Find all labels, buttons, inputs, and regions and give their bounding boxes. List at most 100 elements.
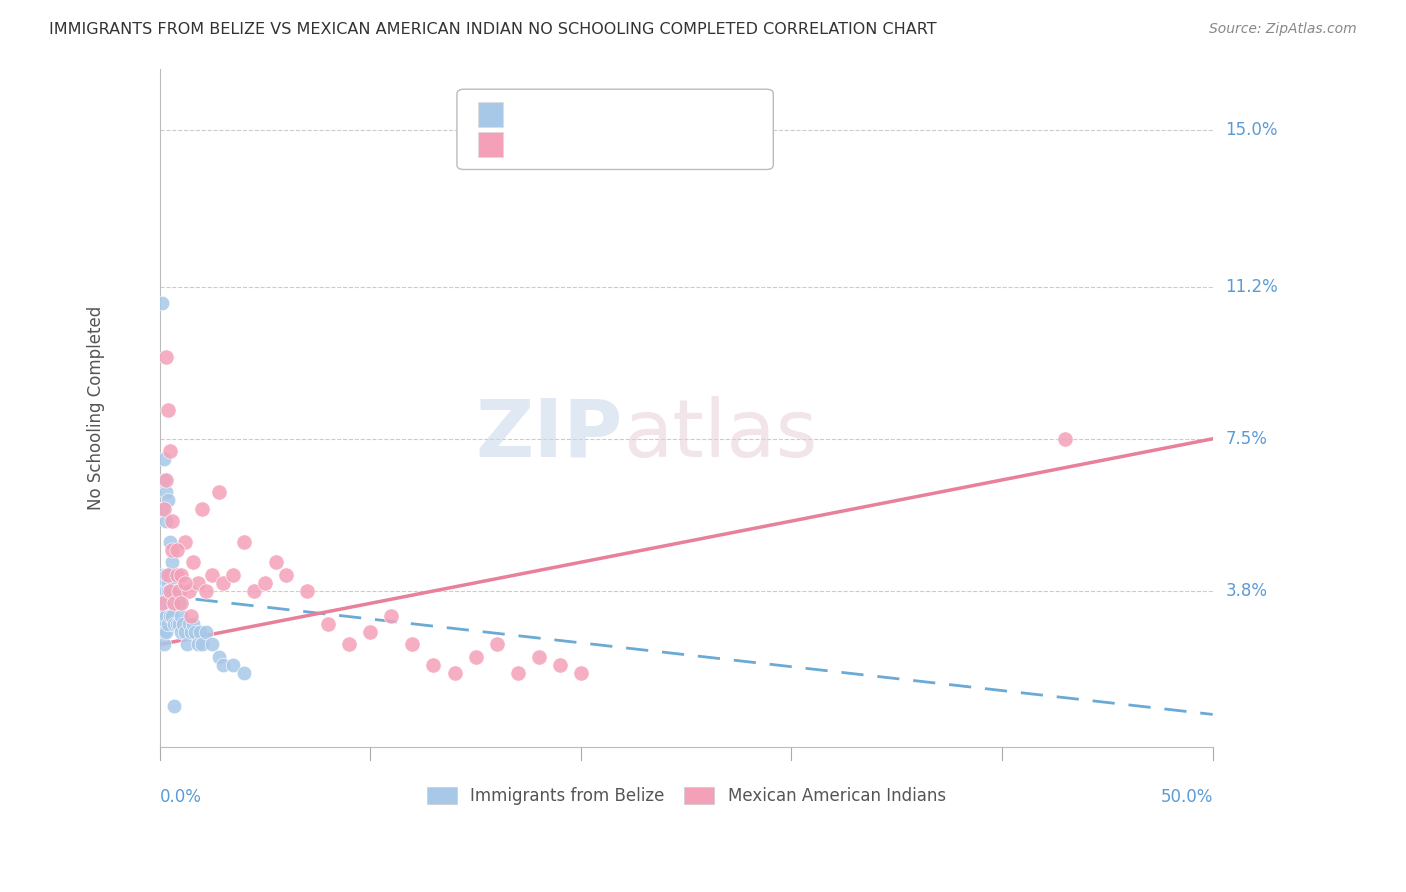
Point	[150, 592, 173, 607]
Point	[163, 575, 186, 590]
Point	[174, 625, 197, 640]
Point	[159, 584, 181, 599]
Point	[155, 485, 177, 500]
Point	[150, 296, 173, 310]
Text: 68: 68	[647, 106, 669, 124]
Text: N =: N =	[613, 106, 650, 124]
Point	[243, 584, 266, 599]
Point	[159, 596, 181, 610]
Point	[188, 625, 211, 640]
Point	[170, 567, 193, 582]
Point	[170, 608, 193, 623]
Point	[150, 596, 173, 610]
Text: N =: N =	[613, 136, 650, 154]
Point	[157, 616, 180, 631]
Point	[208, 649, 231, 664]
Point	[506, 666, 529, 681]
Text: ZIP: ZIP	[475, 396, 623, 474]
Point	[150, 567, 173, 582]
Point	[183, 555, 205, 569]
Point	[380, 608, 402, 623]
Point	[191, 501, 214, 516]
Point	[150, 596, 173, 610]
Point	[166, 567, 188, 582]
Point	[208, 485, 231, 500]
Point	[159, 608, 181, 623]
Point	[163, 699, 186, 714]
Point	[162, 608, 184, 623]
Point	[155, 567, 177, 582]
Point	[167, 596, 190, 610]
Point	[201, 567, 224, 582]
Point	[180, 625, 202, 640]
Point	[569, 666, 592, 681]
Point	[195, 584, 218, 599]
Point	[337, 638, 360, 652]
Point	[167, 584, 190, 599]
Text: 7.5%: 7.5%	[1226, 430, 1267, 448]
Point	[170, 625, 193, 640]
Point	[187, 638, 209, 652]
Point	[195, 625, 218, 640]
Text: 50.0%: 50.0%	[1160, 789, 1213, 806]
Point	[166, 584, 188, 599]
Point	[166, 596, 188, 610]
Point	[159, 444, 181, 458]
Point	[153, 452, 176, 467]
Point	[153, 473, 176, 487]
Text: 0.266: 0.266	[551, 136, 603, 154]
Point	[150, 584, 173, 599]
Point	[232, 666, 254, 681]
Point	[183, 616, 205, 631]
Point	[174, 575, 197, 590]
Point	[422, 658, 444, 673]
Point	[166, 542, 188, 557]
Point	[184, 625, 207, 640]
Point	[274, 567, 297, 582]
Point	[162, 584, 184, 599]
Text: 48: 48	[647, 136, 669, 154]
Point	[167, 616, 190, 631]
Point	[157, 584, 180, 599]
Text: Source: ZipAtlas.com: Source: ZipAtlas.com	[1209, 22, 1357, 37]
Point	[548, 658, 571, 673]
Point	[153, 625, 176, 640]
Point	[1054, 432, 1077, 446]
Text: -0.035: -0.035	[551, 106, 610, 124]
Point	[155, 514, 177, 528]
Point	[153, 638, 176, 652]
Text: atlas: atlas	[623, 396, 817, 474]
Point	[157, 575, 180, 590]
Point	[176, 638, 198, 652]
Point	[443, 666, 465, 681]
Point	[201, 638, 224, 652]
Point	[180, 608, 202, 623]
Point	[232, 534, 254, 549]
Text: R =: R =	[512, 136, 548, 154]
Point	[155, 608, 177, 623]
Point	[170, 596, 193, 610]
Point	[157, 596, 180, 610]
Text: No Schooling Completed: No Schooling Completed	[87, 306, 105, 510]
Point	[150, 575, 173, 590]
Point	[159, 534, 181, 549]
Point	[179, 584, 201, 599]
Point	[155, 584, 177, 599]
Point	[253, 575, 276, 590]
Point	[155, 596, 177, 610]
Point	[172, 616, 194, 631]
Text: R =: R =	[512, 106, 548, 124]
Point	[187, 575, 209, 590]
Point	[157, 493, 180, 508]
Point	[179, 616, 201, 631]
Point	[153, 605, 176, 619]
Point	[162, 555, 184, 569]
Point	[153, 575, 176, 590]
Point	[159, 567, 181, 582]
Text: IMMIGRANTS FROM BELIZE VS MEXICAN AMERICAN INDIAN NO SCHOOLING COMPLETED CORRELA: IMMIGRANTS FROM BELIZE VS MEXICAN AMERIC…	[49, 22, 936, 37]
Point	[153, 616, 176, 631]
Point	[401, 638, 423, 652]
Point	[485, 638, 508, 652]
Point	[166, 616, 188, 631]
Point	[163, 596, 186, 610]
